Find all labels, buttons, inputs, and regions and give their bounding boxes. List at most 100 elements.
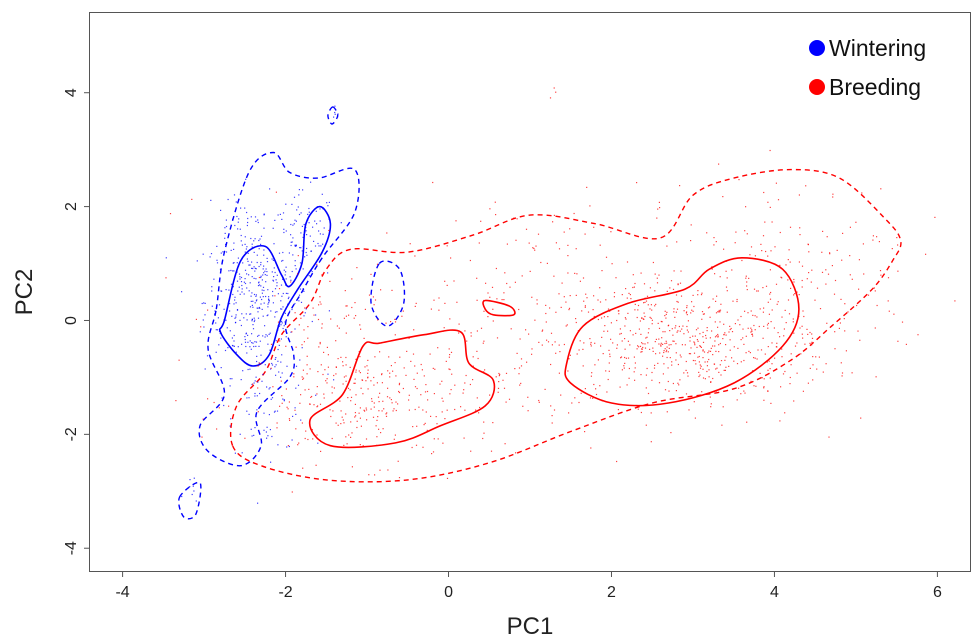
breeding-point (515, 452, 517, 454)
wintering-point (257, 317, 260, 319)
breeding-point (346, 305, 348, 307)
breeding-point (677, 330, 679, 332)
breeding-point (683, 333, 685, 335)
breeding-point (309, 368, 311, 370)
wintering-point (248, 413, 250, 415)
wintering-point (224, 227, 226, 229)
wintering-point (283, 325, 285, 327)
breeding-point (624, 317, 626, 319)
breeding-point (633, 371, 635, 373)
wintering-point (301, 250, 303, 252)
breeding-point (302, 467, 304, 469)
wintering-point (206, 355, 209, 357)
breeding-point (785, 264, 787, 266)
breeding-point (590, 343, 592, 345)
breeding-point (463, 437, 465, 439)
breeding-point (582, 365, 584, 367)
breeding-point (389, 376, 391, 378)
wintering-point (326, 202, 328, 204)
breeding-point (355, 394, 357, 396)
wintering-point (272, 295, 274, 297)
breeding-point (723, 334, 725, 336)
breeding-point (420, 394, 422, 396)
breeding-point (665, 317, 667, 319)
breeding-point (323, 397, 325, 399)
y-tick-label: -4 (63, 541, 80, 555)
breeding-point (660, 320, 662, 323)
wintering-point (268, 302, 270, 304)
breeding-point (730, 327, 732, 330)
breeding-point (811, 337, 814, 339)
wintering-point (258, 345, 260, 347)
breeding-point (351, 432, 353, 434)
breeding-point (501, 299, 503, 301)
breeding-point (666, 342, 668, 344)
breeding-point (880, 188, 882, 190)
breeding-point (713, 363, 715, 365)
breeding-point (694, 335, 696, 337)
wintering-point (233, 340, 235, 342)
breeding-point (654, 290, 656, 292)
breeding-point (584, 305, 586, 307)
wintering-point (292, 254, 294, 256)
breeding-point (483, 299, 485, 302)
wintering-point (253, 251, 255, 253)
wintering-point (189, 486, 191, 488)
wintering-point (263, 429, 265, 431)
breeding-point (351, 466, 353, 468)
breeding-point (897, 244, 899, 246)
breeding-point (555, 91, 557, 93)
breeding-point (767, 369, 769, 371)
breeding-point (641, 317, 643, 319)
breeding-point (431, 453, 433, 455)
breeding-point (319, 341, 321, 344)
wintering-point (229, 330, 231, 332)
breeding-point (625, 288, 627, 290)
breeding-point (695, 329, 698, 331)
breeding-point (654, 273, 656, 275)
breeding-point (719, 276, 721, 278)
breeding-point (412, 353, 415, 355)
breeding-point (367, 376, 369, 378)
breeding-point (563, 296, 565, 298)
breeding-dashed-contour (229, 168, 902, 483)
wintering-point (230, 249, 232, 251)
wintering-point (245, 345, 247, 348)
wintering-point (219, 332, 221, 334)
breeding-point (774, 246, 776, 248)
x-tick-label: 0 (444, 584, 453, 601)
breeding-point (698, 375, 700, 378)
breeding-point (827, 273, 830, 275)
wintering-point (241, 291, 243, 293)
breeding-point (668, 390, 670, 392)
breeding-point (847, 311, 849, 313)
breeding-point (393, 408, 395, 410)
breeding-point (354, 378, 356, 380)
wintering-point (280, 308, 282, 310)
breeding-point (589, 205, 591, 207)
breeding-point (446, 245, 448, 247)
breeding-point (545, 321, 547, 323)
breeding-point (650, 412, 652, 414)
wintering-point (271, 397, 274, 399)
wintering-point (310, 269, 312, 271)
breeding-point (785, 322, 787, 324)
breeding-point (718, 311, 720, 313)
breeding-point (469, 383, 471, 386)
breeding-point (509, 286, 511, 288)
breeding-point (381, 374, 383, 376)
wintering-point (236, 309, 239, 311)
wintering-point (328, 201, 330, 203)
breeding-point (744, 230, 746, 232)
wintering-point (292, 237, 294, 239)
wintering-point (253, 266, 255, 268)
wintering-point (319, 233, 321, 235)
wintering-point (228, 270, 230, 272)
wintering-point (260, 264, 262, 266)
wintering-point (304, 256, 306, 258)
breeding-point (668, 344, 670, 346)
breeding-point (668, 347, 670, 349)
breeding-point (345, 375, 347, 377)
wintering-point (250, 216, 252, 218)
breeding-point (745, 277, 747, 279)
